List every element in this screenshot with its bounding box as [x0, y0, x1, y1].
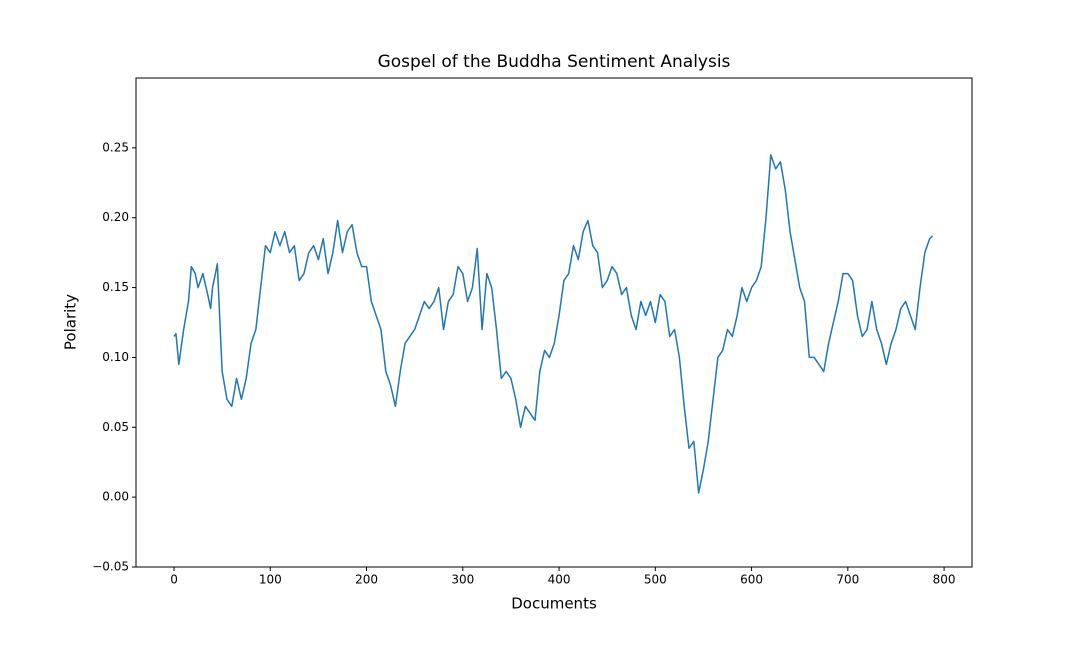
line-series: [173, 154, 934, 494]
x-tick-label: 200: [355, 573, 378, 587]
x-tick-label: 0: [170, 573, 178, 587]
plot-frame: [135, 77, 973, 568]
x-tick-label: 500: [644, 573, 667, 587]
x-tick-label: 600: [740, 573, 763, 587]
y-tick-label: 0.05: [102, 420, 129, 434]
y-tick-label: 0.15: [102, 280, 129, 294]
x-tick-label: 800: [933, 573, 956, 587]
x-tick-label: 100: [259, 573, 282, 587]
y-tick-label: 0.20: [102, 210, 129, 224]
y-tick-label: 0.00: [102, 490, 129, 504]
x-tick-label: 400: [548, 573, 571, 587]
y-tick-label: 0.10: [102, 350, 129, 364]
y-tick-label: −0.05: [92, 560, 129, 574]
chart-title: Gospel of the Buddha Sentiment Analysis: [378, 52, 731, 72]
x-tick-label: 300: [451, 573, 474, 587]
y-axis-label: Polarity: [62, 294, 80, 350]
x-tick-label: 700: [836, 573, 859, 587]
x-axis-label: Documents: [511, 595, 597, 613]
y-tick-label: 0.25: [102, 140, 129, 154]
